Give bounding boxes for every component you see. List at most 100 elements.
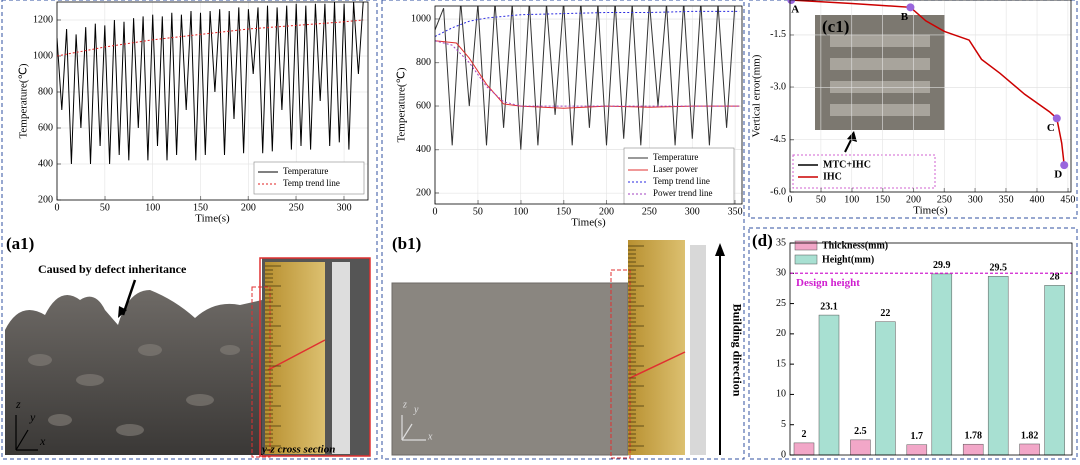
x-tick-label: 200 bbox=[599, 206, 614, 217]
x-tick-label: 50 bbox=[473, 206, 483, 217]
series-line bbox=[435, 10, 740, 37]
x-tick-label: 200 bbox=[906, 194, 921, 205]
plot-frame bbox=[56, 1, 369, 201]
y-axis-label: Temperature(℃) bbox=[396, 67, 408, 142]
x-axis-label: Time(s) bbox=[571, 217, 606, 229]
value-label: 2 bbox=[802, 429, 807, 440]
ruler-ticks bbox=[628, 245, 644, 451]
photo-c1 bbox=[792, 15, 945, 189]
legend-label: IHC bbox=[823, 171, 842, 182]
plot-frame bbox=[789, 242, 1073, 456]
point-marker bbox=[787, 0, 796, 4]
y-tick-label: 35 bbox=[776, 237, 786, 248]
value-label: 29.9 bbox=[933, 260, 951, 271]
panel-label: (d) bbox=[752, 231, 773, 250]
point-marker bbox=[1060, 161, 1069, 170]
legend-label: Power trend line bbox=[653, 188, 712, 198]
y-tick-label: 25 bbox=[776, 298, 786, 309]
axis-letter: y bbox=[413, 404, 419, 415]
y-tick-label: 20 bbox=[776, 328, 786, 339]
x-tick-label: 250 bbox=[289, 202, 304, 213]
x-tick-label: 450 bbox=[1060, 194, 1075, 205]
x-tick-label: 300 bbox=[337, 202, 352, 213]
x-tick-label: 150 bbox=[556, 206, 571, 217]
value-label: 29.5 bbox=[989, 263, 1007, 274]
bar bbox=[1044, 285, 1065, 456]
annotation: Caused by defect inheritance bbox=[38, 262, 187, 276]
y-tick-label: -6.0 bbox=[770, 186, 786, 197]
bar bbox=[931, 273, 953, 456]
y-tick-label: 200 bbox=[416, 187, 431, 198]
x-tick-label: 400 bbox=[1030, 194, 1045, 205]
x-tick-label: 300 bbox=[968, 194, 983, 205]
bar bbox=[987, 276, 1009, 456]
labels: (a1) (b1) (c1) (d) Caused by defect inhe… bbox=[6, 17, 849, 456]
x-axis-label: Time(s) bbox=[913, 205, 948, 217]
photo-a1 bbox=[5, 257, 371, 458]
y-tick-label: 1200 bbox=[33, 14, 53, 25]
value-label: 2.5 bbox=[854, 426, 867, 437]
axis-letter: x bbox=[427, 431, 433, 442]
x-tick-label: 0 bbox=[55, 202, 60, 213]
panel-label: (a1) bbox=[6, 234, 34, 253]
legend-box bbox=[253, 161, 365, 195]
legend-label: Laser power bbox=[653, 164, 698, 174]
x-tick-label: 50 bbox=[816, 194, 826, 205]
value-label: 1.82 bbox=[1021, 430, 1039, 441]
bar bbox=[1019, 443, 1040, 456]
bar bbox=[818, 314, 840, 456]
x-tick-label: 0 bbox=[433, 206, 438, 217]
reference-label: Design height bbox=[796, 277, 860, 289]
y-tick-label: 400 bbox=[416, 144, 431, 155]
series-line bbox=[57, 19, 364, 57]
x-tick-label: 0 bbox=[788, 194, 793, 205]
coord-arrows bbox=[15, 415, 426, 451]
legend-swatch bbox=[794, 240, 818, 251]
y-tick-label: 800 bbox=[38, 86, 53, 97]
bar bbox=[906, 444, 928, 456]
y-tick-label: -4.5 bbox=[770, 134, 786, 145]
y-tick-label: 800 bbox=[416, 57, 431, 68]
x-tick-label: 100 bbox=[513, 206, 528, 217]
x-tick-label: 250 bbox=[642, 206, 657, 217]
bar bbox=[793, 442, 815, 456]
y-tick-label: 1000 bbox=[411, 13, 431, 24]
y-tick-label: 0 bbox=[781, 449, 786, 460]
photo-b1 bbox=[391, 240, 725, 459]
series-line bbox=[435, 40, 740, 107]
point-label: D bbox=[1054, 169, 1062, 181]
legend-label: MTC+IHC bbox=[823, 159, 871, 170]
y-tick-label: -3.0 bbox=[770, 82, 786, 93]
y-tick-label: 1000 bbox=[33, 50, 53, 61]
axis-letter: z bbox=[402, 399, 407, 410]
x-tick-label: 350 bbox=[728, 206, 743, 217]
x-tick-label: 150 bbox=[193, 202, 208, 213]
y-tick-label: 600 bbox=[38, 122, 53, 133]
y-tick-label: 30 bbox=[776, 268, 786, 279]
x-tick-label: 350 bbox=[999, 194, 1014, 205]
point-marker bbox=[906, 3, 915, 12]
legend-label: Temperature bbox=[283, 166, 328, 176]
value-label: 28 bbox=[1050, 272, 1060, 283]
legend-label: Temperature bbox=[653, 152, 698, 162]
y-axis-label: Temperature(℃) bbox=[18, 63, 30, 138]
y-tick-label: 400 bbox=[38, 158, 53, 169]
x-tick-label: 50 bbox=[100, 202, 110, 213]
ruler-ticks bbox=[265, 265, 281, 451]
y-tick-label: 600 bbox=[416, 100, 431, 111]
x-axis-label: Time(s) bbox=[195, 213, 230, 225]
panel-label: (c1) bbox=[822, 17, 849, 36]
x-tick-label: 100 bbox=[145, 202, 160, 213]
series-line bbox=[435, 6, 736, 150]
series-line bbox=[57, 2, 364, 165]
y-tick-label: 200 bbox=[38, 194, 53, 205]
y-tick-label: -1.5 bbox=[770, 29, 786, 40]
x-tick-label: 300 bbox=[685, 206, 700, 217]
axis-letter: x bbox=[39, 434, 46, 448]
point-label: A bbox=[791, 4, 799, 16]
x-tick-label: 150 bbox=[875, 194, 890, 205]
plot-frame bbox=[789, 0, 1072, 193]
bar bbox=[962, 443, 984, 456]
